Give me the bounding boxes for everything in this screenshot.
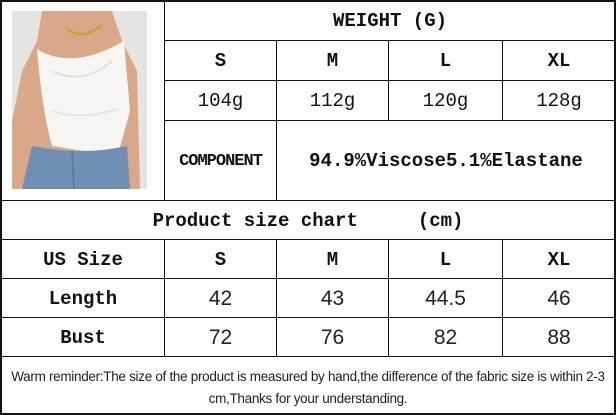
weight-size-s: S xyxy=(214,50,227,72)
size-header-s: S xyxy=(214,248,227,271)
weight-value-xl: 128g xyxy=(536,90,582,112)
length-m: 43 xyxy=(320,286,345,310)
size-header-m: M xyxy=(326,248,339,271)
size-header-l: L xyxy=(439,248,452,271)
weight-size-m: M xyxy=(326,50,339,72)
length-s: 42 xyxy=(208,286,233,310)
size-chart-title: Product size chart (cm) xyxy=(2,201,614,240)
weight-title: WEIGHT (G) xyxy=(332,10,448,32)
bust-l: 82 xyxy=(433,325,458,349)
weight-size-xl: XL xyxy=(547,50,571,72)
size-header-xl: XL xyxy=(547,248,571,271)
size-chart-title-text: Product size chart xyxy=(152,209,358,232)
bust-m: 76 xyxy=(320,325,345,349)
size-chart-unit: (cm) xyxy=(417,209,464,232)
length-xl: 46 xyxy=(547,286,571,310)
us-size-label: US Size xyxy=(43,248,123,271)
component-label: COMPONENT xyxy=(179,151,263,171)
weight-value-m: 112g xyxy=(309,90,356,112)
weight-size-l: L xyxy=(439,50,452,72)
row-label-length: Length xyxy=(48,287,118,310)
weight-value-s: 104g xyxy=(197,90,244,112)
product-photo xyxy=(12,11,147,189)
bust-s: 72 xyxy=(208,325,233,349)
length-l: 44.5 xyxy=(425,286,466,310)
row-label-bust: Bust xyxy=(60,326,106,349)
bust-xl: 88 xyxy=(547,325,571,349)
component-value: 94.9%Viscose5.1%Elastane xyxy=(309,150,583,172)
weight-value-l: 120g xyxy=(422,90,469,112)
warm-reminder: Warm reminder:The size of the product is… xyxy=(11,369,605,406)
